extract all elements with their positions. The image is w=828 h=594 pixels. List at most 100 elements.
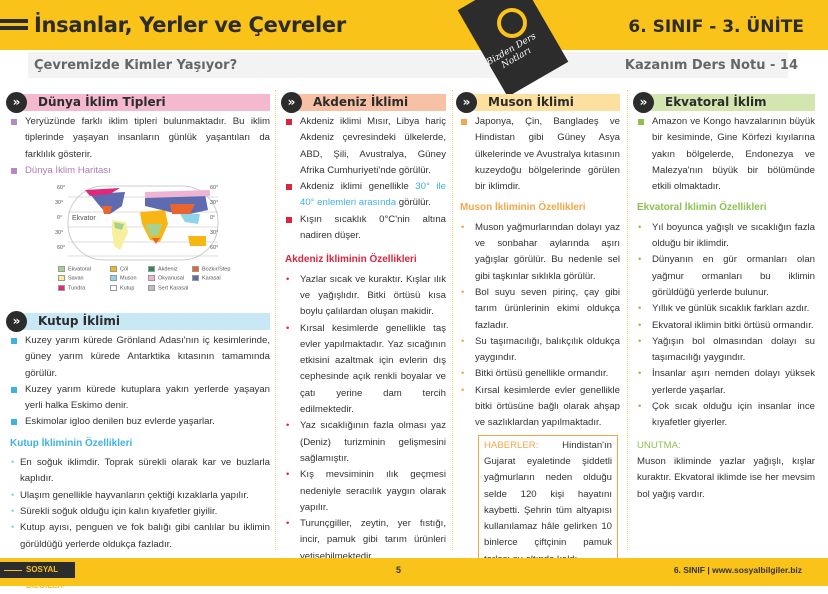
- list-item: Kırsal kesimlerde evler genellikle bitki…: [458, 383, 620, 432]
- list-item: Kuzey yarım kürede kutuplara yakın yerle…: [8, 382, 270, 415]
- list-item: Kuzey yarım kürede Grönland Adası'nın iç…: [8, 333, 270, 382]
- legend-item: Muson: [110, 275, 148, 282]
- list-item: Japonya, Çin, Bangladeş ve Hindistan gib…: [458, 114, 620, 195]
- page-number: 5: [396, 565, 402, 575]
- subheading: Kutup İkliminin Özellikleri: [10, 437, 133, 449]
- legend-label: Savan: [68, 275, 84, 282]
- list-item: Akdeniz iklimi Mısır, Libya hariç Akdeni…: [283, 114, 446, 179]
- legend-label: Ekvatoral: [68, 266, 91, 273]
- news-box: HABERLER: Hindistan'ın Gujarat eyaletind…: [478, 434, 618, 572]
- world-climate-map: [67, 185, 219, 261]
- legend-item: Savan: [58, 275, 110, 282]
- legend-item: Bozkır/Step: [192, 266, 242, 272]
- list-item: Yıl boyunca yağışlı ve sıcaklığın fazla …: [635, 220, 815, 253]
- legend-item: Ekvatoral: [58, 266, 110, 272]
- legend-label: Sert Karasal: [158, 285, 189, 292]
- subheading: Ekvatoral İklimin Özellikleri: [637, 202, 767, 214]
- section-heading: » Akdeniz İklimi: [281, 92, 446, 113]
- legend-item: Sert Karasal: [148, 284, 192, 292]
- subheading: Akdeniz İkliminin Özellikleri: [285, 254, 417, 266]
- legend-item: Karasal: [192, 275, 242, 282]
- footer-website: 6. SINIF | www.sosyalbilgiler.biz: [673, 565, 802, 575]
- chevron-right-icon: »: [456, 92, 477, 113]
- list-item: Dünya İklim Haritası: [8, 163, 270, 179]
- legend-item: Akdeniz: [148, 266, 192, 272]
- legend-swatch: [110, 284, 117, 291]
- lat-label: 60°: [57, 245, 66, 251]
- legend-label: Muson: [120, 275, 137, 282]
- list-item: Bitki örtüsü genellikle ormandır.: [458, 366, 620, 383]
- reminder-text: Muson ikliminde yazlar yağışlı, kışlar k…: [637, 455, 815, 500]
- lat-label: 30°: [55, 230, 64, 236]
- list-item: Kış mevsiminin ılık geçmesi nedeniyle se…: [283, 467, 446, 516]
- column-divider: [275, 90, 276, 550]
- legend-swatch: [58, 275, 65, 282]
- list-item: Yağışın bol olmasından dolayı su taşımac…: [635, 334, 815, 367]
- legend-swatch: [192, 266, 199, 272]
- list-item: Kutup ayısı, penguen ve fok balığı gibi …: [8, 520, 270, 553]
- legend-item: Tundra: [58, 284, 110, 292]
- lat-label: 60°: [57, 185, 66, 191]
- list-item: Bol suyu seven pirinç, çay gibi tarım ür…: [458, 285, 620, 334]
- lat-label: 60°: [210, 185, 219, 191]
- list-item: İnsanlar aşırı nemden dolayı yüksek yerl…: [635, 366, 815, 399]
- legend-label: Tundra: [68, 285, 86, 292]
- list-item: Eskimolar igloo denilen buz evlerde yaşa…: [8, 414, 270, 430]
- list-item: Turunçgiller, zeytin, yer fıstığı, incir…: [283, 516, 446, 565]
- page-subtitle: Çevremizde Kimler Yaşıyor?: [34, 58, 238, 73]
- legend-swatch: [148, 266, 155, 272]
- chevron-right-icon: »: [6, 92, 27, 113]
- list-item: Amazon ve Kongo havzalarının büyük bir k…: [635, 114, 815, 195]
- section-heading: » Dünya İklim Tipleri: [6, 92, 270, 113]
- page-title: İnsanlar, Yerler ve Çevreler: [34, 13, 346, 37]
- section-heading: » Kutup İklimi: [6, 311, 270, 332]
- legend-label: Karasal: [202, 275, 221, 282]
- lesson-note-label: Kazanım Ders Notu - 14: [624, 58, 798, 73]
- list-item: Yeryüzünde farklı iklim tipleri bulunmak…: [8, 114, 270, 163]
- legend-swatch: [58, 266, 65, 272]
- list-item: Kırsal kesimlerde genellikle taş evler y…: [283, 321, 446, 419]
- legend-swatch: [110, 266, 117, 272]
- legend-swatch: [58, 284, 65, 291]
- list-item: Kışın sıcaklık 0°C'nin altına nadiren dü…: [283, 212, 446, 245]
- section-ekvatoral: » Ekvatoral İklim Amazon ve Kongo havzala…: [633, 92, 815, 503]
- reminder-label: UNUTMA:: [637, 439, 681, 451]
- subheading: Muson İkliminin Özellikleri: [460, 202, 586, 214]
- section-heading: » Ekvatoral İklim: [633, 92, 815, 113]
- legend-swatch: [148, 284, 155, 291]
- unit-label: 6. SINIF - 3. ÜNİTE: [628, 17, 804, 37]
- chevron-right-icon: »: [6, 311, 27, 332]
- chevron-right-icon: »: [281, 92, 302, 113]
- legend-swatch: [110, 275, 117, 282]
- lat-label: 30°: [55, 200, 64, 206]
- lat-label: 0°: [57, 215, 63, 221]
- list-item: Yaz sıcaklığının fazla olması yaz (Deniz…: [283, 418, 446, 467]
- column-divider: [452, 90, 453, 550]
- equator-label: Ekvator: [72, 215, 96, 222]
- target-icon: [497, 8, 527, 38]
- list-item: Ekvatoral iklimin bitki örtüsü ormandır.: [635, 318, 815, 335]
- section-dunya: » Dünya İklim Tipleri Yeryüzünde farklı i…: [6, 92, 270, 179]
- legend-label: Okyanusal: [158, 275, 184, 282]
- chevron-right-icon: »: [633, 92, 654, 113]
- list-item: Muson yağmurlarından dolayı yaz ve sonba…: [458, 220, 620, 285]
- section-muson: » Muson İklimi Japonya, Çin, Bangladeş ve…: [456, 92, 620, 572]
- list-item: Yazlar sıcak ve kuraktır. Kışlar ılık ve…: [283, 272, 446, 321]
- legend-label: Akdeniz: [158, 266, 178, 273]
- legend-item: Çöl: [110, 266, 148, 272]
- list-item: Su taşımacılığı, balıkçılık oldukça yayg…: [458, 334, 620, 367]
- list-item: En soğuk iklimdir. Toprak sürekli olarak…: [8, 455, 270, 488]
- legend-label: Çöl: [120, 266, 129, 273]
- header-band: [0, 0, 828, 50]
- lat-label: 30°: [210, 200, 219, 206]
- legend-swatch: [148, 275, 155, 282]
- list-item: Sürekli soğuk olduğu için kalın kıyafetl…: [8, 504, 270, 521]
- column-divider: [627, 90, 628, 550]
- lat-label: 60°: [210, 245, 219, 251]
- legend-label: Bozkır/Step: [202, 266, 231, 273]
- list-item: Dünyanın en gür ormanları olan yağmur or…: [635, 252, 815, 301]
- legend-label: Kutup: [120, 285, 135, 292]
- footer-line-decoration: [4, 570, 22, 571]
- section-heading: » Muson İklimi: [456, 92, 620, 113]
- section-akdeniz: » Akdeniz İklimi Akdeniz iklimi Mısır, Li…: [281, 92, 446, 565]
